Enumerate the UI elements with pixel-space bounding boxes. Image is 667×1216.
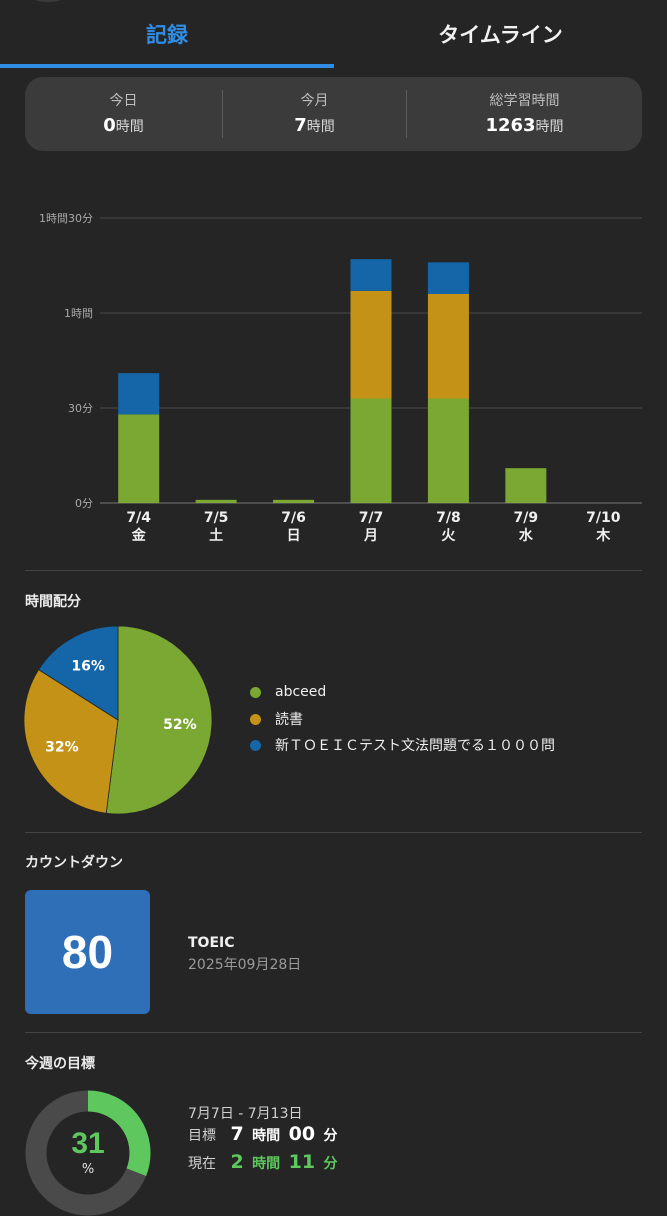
stat-divider [406,90,407,138]
stat-value: 7 [294,115,307,136]
stat-unit: 時間 [115,119,144,135]
x-tick-label: 7/10 [586,510,621,526]
goal-date-range: 7月7日 - 7月13日 [188,1106,303,1122]
bar-segment [118,414,160,503]
pie-slice-label: 52% [163,717,197,733]
countdown-days: 80 [61,926,114,978]
legend-label: abceed [275,684,327,700]
goal-hours-unit: 時間 [252,1128,281,1144]
y-tick-label: 1時間30分 [39,212,93,225]
x-weekday-label: 日 [287,528,301,544]
bar-segment [427,262,469,294]
section-divider [25,570,642,571]
weekly-goal-title: 今週の目標 [25,1056,95,1072]
x-weekday-label: 火 [441,528,456,544]
stat-unit: 時間 [535,119,564,135]
goal-current-label: 現在 [188,1156,216,1172]
stat-value-wrap: 1263時間 [407,115,642,136]
legend-item-toeic-book: 新ＴＯＥＩＣテスト文法問題でる１０００問 [250,735,555,755]
goal-target-row: 目標 7 時間 00 分 [188,1123,338,1145]
pie-slice [38,625,119,721]
stat-label: 今日 [109,93,138,109]
goal-current-hours: 2 [230,1151,244,1173]
bar-segment [118,373,160,415]
bar-segment [350,290,392,399]
x-tick-label: 7/8 [436,510,461,526]
bar-segment [505,468,547,503]
y-tick-label: 0分 [75,497,93,510]
goal-ring-progress [87,1090,151,1176]
bar-segment [350,259,392,291]
legend-item-reading: 読書 [250,709,303,729]
goal-target-label: 目標 [188,1128,216,1144]
pie-slice-label: 16% [71,659,105,675]
x-weekday-label: 水 [519,527,534,544]
legend-label: 読書 [275,712,303,728]
x-tick-label: 7/7 [359,510,384,526]
countdown-title: カウントダウン [25,855,123,871]
section-divider [25,1032,642,1033]
legend-dot [250,686,261,698]
tab-record[interactable]: 記録 [146,23,188,47]
x-weekday-label: 月 [363,528,378,544]
countdown-days-box[interactable]: 80 [25,890,150,1014]
stat-label: 総学習時間 [489,93,560,109]
pie-slice-label: 32% [45,739,79,755]
stat-unit: 時間 [306,119,335,135]
x-tick-label: 7/5 [204,510,229,526]
x-weekday-label: 土 [209,527,223,544]
section-divider [25,832,642,833]
allocation-title: 時間配分 [25,594,81,610]
stat-value: 1263 [485,115,536,136]
x-weekday-label: 金 [131,527,147,544]
goal-hours-unit: 時間 [252,1156,281,1172]
stat-value-wrap: 0時間 [25,115,222,136]
daily-study-bar-chart: 0分 30分 1時間 1時間30分 7/4金 7/5土 7/6 日 7/7 月 7/8 火 7/9水 7/… [39,212,642,544]
stat-divider [222,90,223,138]
bar-segment [350,398,392,503]
x-tick-label: 7/9 [514,510,539,526]
goal-minutes-unit: 分 [323,1128,338,1144]
y-tick-label: 30分 [68,402,93,415]
allocation-pie-chart: 52% 32% 16% [23,625,213,815]
tab-timeline[interactable]: タイムライン [438,23,563,47]
tab-bar: 記録 タイムライン [0,0,667,68]
bar-segment [427,398,469,503]
bar-segment [427,294,469,399]
countdown-event-date: 2025年09月28日 [188,957,302,973]
stat-label: 今月 [300,93,329,109]
goal-target-minutes: 00 [288,1123,316,1145]
bar-segment [273,499,315,503]
stat-today: 今日 0時間 [25,77,222,151]
legend-label: 新ＴＯＥＩＣテスト文法問題でる１０００問 [275,738,555,754]
x-tick-label: 7/6 [281,510,306,526]
pie-slice [105,625,213,815]
goal-current-minutes: 11 [288,1151,316,1173]
legend-dot [250,739,261,751]
tab-indicator [0,64,334,68]
goal-current-row: 現在 2 時間 11 分 [188,1151,338,1173]
y-tick-label: 1時間 [64,307,93,320]
x-tick-label: 7/4 [126,510,151,526]
bar-segment [195,499,237,503]
legend-dot [250,713,261,725]
countdown-event-name: TOEIC [188,935,235,951]
goal-minutes-unit: 分 [323,1156,338,1172]
stat-value: 0 [103,115,116,136]
top-notch [28,0,68,2]
summary-stats: 今日 0時間 今月 7時間 総学習時間 1263時間 [25,77,642,151]
goal-percent-unit: % [81,1162,95,1177]
stat-total: 総学習時間 1263時間 [407,77,642,151]
stat-value-wrap: 7時間 [223,115,406,136]
goal-target-hours: 7 [230,1123,244,1145]
stat-month: 今月 7時間 [223,77,406,151]
goal-percent: 31 [71,1127,105,1160]
x-weekday-label: 木 [595,527,611,544]
legend-item-abceed: abceed [250,684,326,700]
